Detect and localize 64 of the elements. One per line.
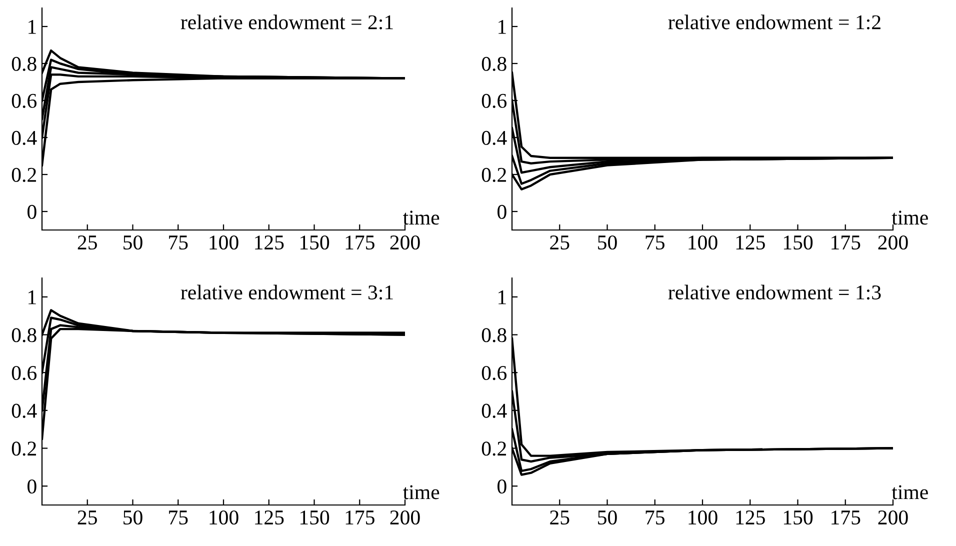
y-tick-label: 0.8 bbox=[12, 56, 36, 72]
x-tick-label: 50 bbox=[598, 235, 617, 250]
x-tick-label: 125 bbox=[736, 510, 765, 525]
y-tick-label: 0.8 bbox=[482, 56, 506, 72]
x-tick-label: 25 bbox=[78, 510, 97, 525]
y-tick-label: 0.2 bbox=[12, 442, 36, 456]
x-axis-title: time bbox=[403, 485, 440, 500]
y-tick-label: 0 bbox=[498, 204, 506, 219]
x-tick-label: 150 bbox=[300, 510, 330, 525]
y-tick-label: 0.4 bbox=[12, 404, 37, 418]
y-tick-label: 1 bbox=[28, 290, 36, 304]
x-axis-title: time bbox=[892, 485, 928, 500]
chart-title: relative endowment = 1:2 bbox=[668, 14, 880, 30]
y-tick-label: 0.2 bbox=[12, 168, 36, 182]
x-tick-label: 50 bbox=[598, 510, 617, 525]
chart-title: relative endowment = 3:1 bbox=[180, 284, 393, 300]
x-tick-label: 200 bbox=[390, 510, 420, 525]
y-tick-label: 0.4 bbox=[482, 130, 507, 146]
x-tick-label: 100 bbox=[210, 510, 238, 525]
x-tick-label: 100 bbox=[688, 235, 718, 250]
y-tick-label: 0 bbox=[28, 479, 36, 494]
y-tick-label: 0.2 bbox=[482, 442, 506, 456]
x-tick-label: 100 bbox=[210, 235, 238, 250]
x-tick-label: 25 bbox=[550, 236, 570, 250]
y-tick-label: 1 bbox=[498, 290, 506, 304]
x-tick-label: 200 bbox=[878, 235, 908, 250]
y-tick-label: 0 bbox=[28, 204, 36, 219]
y-tick-label: 0.4 bbox=[482, 404, 507, 418]
x-tick-label: 200 bbox=[878, 510, 908, 525]
x-tick-label: 150 bbox=[784, 510, 813, 525]
x-tick-label: 25 bbox=[550, 510, 570, 525]
y-tick-label: 0 bbox=[498, 479, 506, 494]
x-tick-label: 200 bbox=[390, 235, 420, 250]
y-tick-label: 0.2 bbox=[482, 168, 506, 182]
x-tick-label: 50 bbox=[124, 510, 142, 525]
y-tick-label: 1 bbox=[28, 20, 36, 34]
x-tick-label: 75 bbox=[169, 236, 188, 250]
y-tick-label: 0.8 bbox=[482, 328, 506, 342]
x-tick-label: 100 bbox=[688, 510, 718, 525]
x-tick-label: 125 bbox=[255, 236, 284, 250]
x-axis-title: time bbox=[892, 210, 928, 225]
x-tick-label: 75 bbox=[646, 236, 664, 250]
x-axis-title: time bbox=[403, 210, 440, 225]
x-tick-label: 50 bbox=[124, 235, 142, 250]
x-tick-label: 125 bbox=[736, 236, 765, 250]
x-tick-label: 25 bbox=[78, 236, 97, 250]
y-tick-label: 0.6 bbox=[482, 94, 507, 108]
y-tick-label: 0.4 bbox=[12, 130, 37, 146]
chart-title: relative endowment = 2:1 bbox=[180, 14, 393, 30]
x-tick-label: 125 bbox=[255, 510, 284, 525]
x-tick-label: 175 bbox=[832, 236, 860, 250]
x-tick-label: 75 bbox=[646, 510, 664, 525]
x-tick-label: 175 bbox=[346, 236, 374, 250]
y-tick-label: 0.8 bbox=[12, 328, 36, 342]
x-tick-label: 175 bbox=[832, 510, 860, 525]
y-tick-label: 0.6 bbox=[12, 94, 37, 108]
y-tick-label: 0.6 bbox=[482, 366, 507, 380]
y-tick-label: 1 bbox=[498, 20, 506, 34]
chart-title: relative endowment = 1:3 bbox=[668, 284, 881, 300]
x-tick-label: 175 bbox=[346, 510, 374, 525]
x-tick-label: 150 bbox=[300, 235, 330, 250]
x-tick-label: 150 bbox=[784, 235, 813, 250]
x-tick-label: 75 bbox=[169, 510, 188, 525]
y-tick-label: 0.6 bbox=[12, 366, 37, 380]
